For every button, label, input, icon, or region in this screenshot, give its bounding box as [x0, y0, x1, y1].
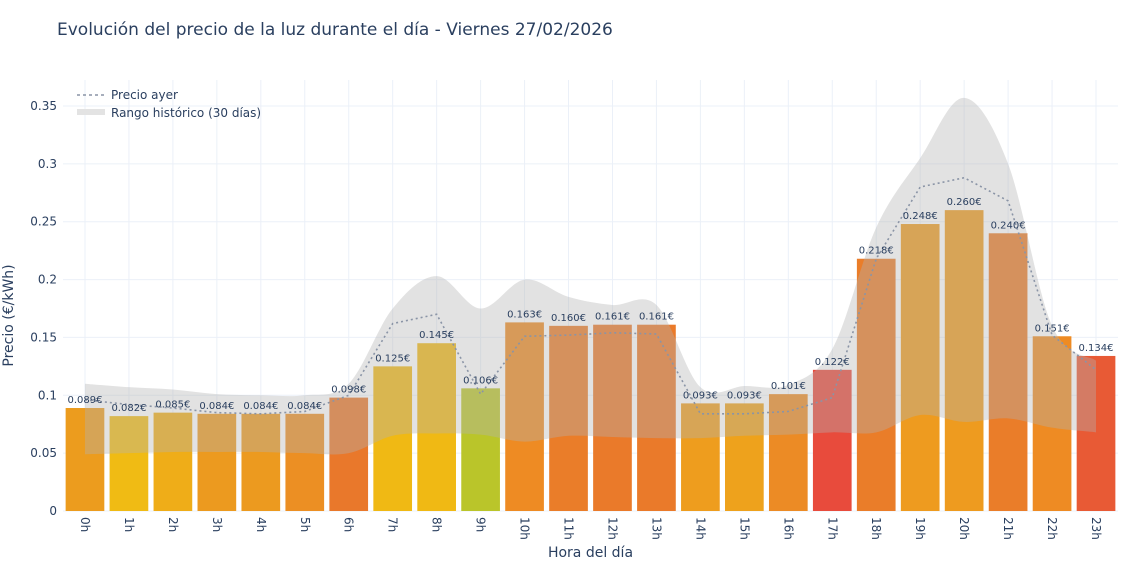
data-label: 0.161€ — [595, 312, 630, 323]
x-tick-label: 2h — [166, 517, 180, 532]
data-label: 0.218€ — [859, 246, 894, 257]
x-tick-label: 10h — [518, 517, 532, 540]
x-tick-label: 21h — [1001, 517, 1015, 540]
legend-label: Precio ayer — [111, 88, 178, 102]
data-label: 0.161€ — [639, 312, 674, 323]
x-tick-label: 0h — [78, 517, 92, 532]
bar-17h — [812, 369, 852, 511]
bar-12h — [593, 324, 632, 511]
x-tick-label: 18h — [869, 517, 883, 540]
bar-21h — [988, 233, 1028, 512]
x-tick-label: 16h — [781, 517, 795, 540]
bar-18h — [856, 258, 896, 511]
bar-14h — [681, 403, 720, 511]
x-tick-label: 1h — [122, 517, 136, 532]
x-tick-label: 20h — [957, 517, 971, 540]
bar-4h — [241, 413, 281, 511]
x-tick-label: 22h — [1045, 517, 1059, 540]
bar-7h — [373, 366, 413, 511]
y-tick-label: 0.3 — [38, 157, 57, 171]
data-label: 0.163€ — [507, 309, 542, 320]
data-label: 0.240€ — [991, 220, 1026, 231]
data-label: 0.145€ — [419, 330, 454, 341]
chart-title: Evolución del precio de la luz durante e… — [57, 20, 613, 40]
x-tick-label: 11h — [562, 517, 576, 540]
y-tick-label: 0.25 — [30, 215, 57, 229]
y-tick-label: 0.1 — [38, 388, 57, 402]
data-label: 0.151€ — [1035, 323, 1070, 334]
bar-3h — [197, 413, 237, 511]
bar-0h — [65, 408, 105, 511]
bar-11h — [549, 325, 588, 511]
x-tick-label: 3h — [210, 517, 224, 532]
data-label: 0.134€ — [1079, 343, 1114, 354]
y-axis-title: Precio (€/kWh) — [1, 264, 17, 366]
x-tick-label: 5h — [298, 517, 312, 532]
data-label: 0.122€ — [815, 357, 850, 368]
data-label: 0.125€ — [375, 353, 410, 364]
data-label: 0.089€ — [67, 395, 102, 406]
bar-6h — [329, 397, 369, 511]
y-tick-label: 0.35 — [30, 99, 57, 113]
x-tick-label: 7h — [386, 517, 400, 532]
bar-16h — [768, 394, 808, 511]
y-tick-label: 0.2 — [38, 273, 57, 287]
bar-15h — [725, 403, 764, 511]
x-tick-label: 13h — [649, 517, 663, 540]
bar-5h — [285, 413, 325, 511]
bar-9h — [461, 388, 500, 511]
y-tick-label: 0 — [49, 504, 57, 518]
data-label: 0.084€ — [199, 401, 234, 412]
bar-2h — [153, 412, 193, 511]
data-label: 0.160€ — [551, 313, 586, 324]
data-label: 0.084€ — [287, 401, 322, 412]
x-tick-label: 4h — [254, 517, 268, 532]
y-tick-label: 0.15 — [30, 330, 57, 344]
data-label: 0.093€ — [683, 390, 718, 401]
bar-8h — [417, 343, 456, 511]
historical-range-band — [84, 97, 1097, 455]
x-axis-title: Hora del día — [548, 545, 633, 561]
x-tick-label: 12h — [605, 517, 619, 540]
bar-13h — [637, 324, 676, 511]
x-tick-label: 19h — [913, 517, 927, 540]
x-tick-label: 9h — [474, 517, 488, 532]
x-tick-label: 8h — [430, 517, 444, 532]
data-label: 0.260€ — [947, 197, 982, 208]
bar-20h — [944, 210, 984, 511]
legend-band-swatch — [77, 109, 105, 115]
data-label: 0.106€ — [463, 375, 498, 386]
x-tick-label: 23h — [1089, 517, 1103, 540]
bar-19h — [900, 224, 940, 511]
x-tick-label: 14h — [693, 517, 707, 540]
data-label: 0.101€ — [771, 381, 806, 392]
data-label: 0.093€ — [727, 390, 762, 401]
bar-23h — [1076, 355, 1116, 511]
data-label: 0.098€ — [331, 385, 366, 396]
bar-22h — [1032, 336, 1072, 511]
bar-1h — [109, 416, 149, 511]
legend: Precio ayer Rango histórico (30 días) — [77, 88, 261, 120]
x-tick-label: 17h — [825, 517, 839, 540]
x-tick-label: 6h — [342, 517, 356, 532]
yesterday-price-line — [84, 176, 1097, 415]
y-tick-label: 0.05 — [30, 446, 57, 460]
data-label: 0.085€ — [155, 400, 190, 411]
x-tick-label: 15h — [737, 517, 751, 540]
data-label: 0.084€ — [243, 401, 278, 412]
data-label: 0.248€ — [903, 211, 938, 222]
data-label: 0.082€ — [111, 403, 146, 414]
bar-10h — [505, 322, 544, 511]
legend-label: Rango histórico (30 días) — [111, 106, 261, 120]
